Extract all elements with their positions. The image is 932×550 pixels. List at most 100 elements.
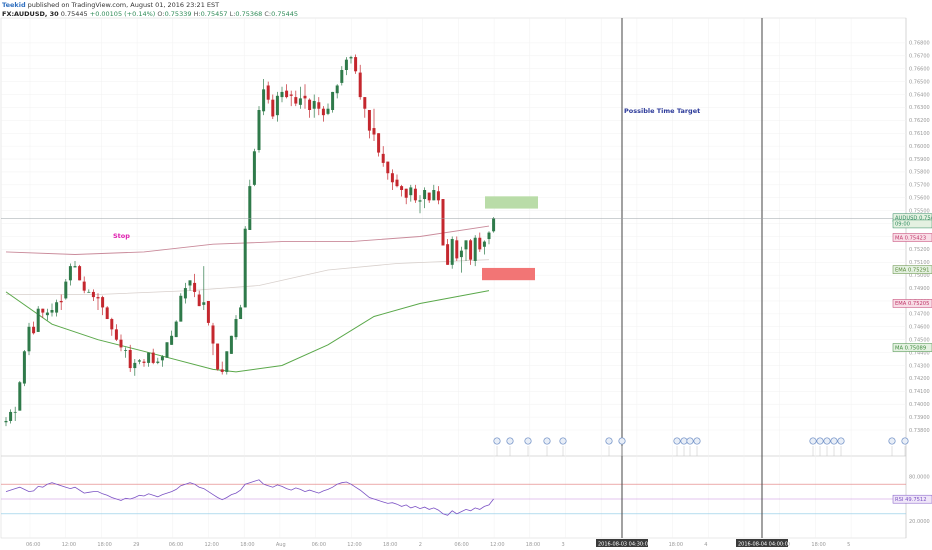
candle-body[interactable] [377, 133, 381, 153]
candle-body[interactable] [64, 281, 68, 299]
candle-body[interactable] [128, 350, 132, 369]
candle-body[interactable] [473, 237, 477, 261]
candle-body[interactable] [101, 297, 105, 308]
candle-body[interactable] [151, 352, 155, 363]
candle-body[interactable] [225, 351, 229, 372]
candle-body[interactable] [68, 266, 72, 281]
stop-annotation[interactable]: Stop [113, 232, 130, 240]
candle-body[interactable] [211, 325, 215, 344]
candle-body[interactable] [119, 339, 123, 348]
candle-body[interactable] [423, 190, 427, 200]
event-flag-icon[interactable] [901, 437, 909, 445]
event-flag-icon[interactable] [823, 437, 831, 445]
candle-body[interactable] [82, 281, 86, 291]
candle-body[interactable] [285, 90, 289, 98]
candle-body[interactable] [363, 97, 367, 109]
moving-averages[interactable] [5, 225, 490, 373]
event-flag-icon[interactable] [693, 437, 701, 445]
candle-body[interactable] [413, 188, 417, 201]
ma-slow-line[interactable] [5, 225, 490, 255]
event-flag-icon[interactable] [524, 437, 532, 445]
candle-body[interactable] [446, 244, 450, 265]
candle-body[interactable] [73, 266, 77, 268]
candle-body[interactable] [340, 70, 344, 83]
candle-body[interactable] [404, 188, 408, 198]
candle-body[interactable] [275, 95, 279, 116]
candle-body[interactable] [280, 91, 284, 98]
candle-body[interactable] [326, 108, 330, 114]
candle-body[interactable] [450, 239, 454, 265]
candle-body[interactable] [395, 179, 399, 187]
candle-body[interactable] [308, 99, 312, 110]
candle-body[interactable] [409, 187, 413, 196]
candle-body[interactable] [105, 307, 109, 320]
candle-body[interactable] [317, 102, 321, 109]
candle-body[interactable] [390, 173, 394, 183]
candle-body[interactable] [9, 411, 13, 421]
candle-body[interactable] [266, 85, 270, 100]
candle-body[interactable] [45, 312, 49, 316]
time-target-lines[interactable] [621, 18, 763, 538]
candle-body[interactable] [441, 199, 445, 246]
rsi-series[interactable] [5, 479, 494, 516]
event-flag-icon[interactable] [605, 437, 613, 445]
candle-body[interactable] [55, 302, 59, 313]
candle-body[interactable] [427, 192, 431, 201]
candle-body[interactable] [41, 308, 45, 313]
candle-body[interactable] [262, 89, 266, 112]
target-zone[interactable] [485, 196, 538, 209]
candle-body[interactable] [206, 300, 210, 323]
candle-body[interactable] [482, 241, 486, 247]
event-flag-icon[interactable] [618, 437, 626, 445]
candle-body[interactable] [432, 190, 436, 201]
candle-body[interactable] [78, 266, 82, 281]
candle-body[interactable] [179, 295, 183, 322]
candle-body[interactable] [252, 151, 256, 185]
candle-body[interactable] [216, 343, 220, 370]
candle-body[interactable] [303, 95, 307, 99]
event-flag-icon[interactable] [830, 437, 838, 445]
candle-body[interactable] [202, 302, 206, 305]
candle-body[interactable] [170, 335, 174, 345]
candle-body[interactable] [239, 307, 243, 320]
candle-body[interactable] [4, 420, 8, 423]
candle-body[interactable] [354, 57, 358, 72]
candle-body[interactable] [367, 110, 371, 131]
candle-body[interactable] [147, 352, 151, 363]
event-flag-icon[interactable] [506, 437, 514, 445]
candle-body[interactable] [91, 291, 95, 298]
candle-body[interactable] [344, 59, 348, 70]
candle-body[interactable] [59, 300, 63, 303]
event-flag-icon[interactable] [816, 437, 824, 445]
candle-body[interactable] [22, 351, 26, 384]
candle-body[interactable] [289, 94, 293, 96]
candle-body[interactable] [436, 191, 440, 201]
candle-body[interactable] [349, 57, 353, 59]
candle-body[interactable] [478, 237, 482, 250]
candle-body[interactable] [27, 326, 31, 352]
candle-body[interactable] [248, 186, 252, 230]
candle-body[interactable] [234, 319, 238, 338]
candle-body[interactable] [312, 100, 316, 109]
candle-body[interactable] [124, 350, 128, 351]
event-flag-icon[interactable] [680, 437, 688, 445]
candle-body[interactable] [386, 161, 390, 174]
candle-body[interactable] [114, 329, 118, 340]
candle-body[interactable] [32, 326, 36, 334]
event-flag-icon[interactable] [543, 437, 551, 445]
event-flag-icon[interactable] [686, 437, 694, 445]
candle-body[interactable] [142, 361, 146, 363]
candle-body[interactable] [469, 240, 473, 260]
candle-body[interactable] [381, 153, 385, 163]
candle-body[interactable] [271, 99, 275, 117]
event-flag-icon[interactable] [888, 437, 896, 445]
candle-body[interactable] [220, 369, 224, 372]
candle-body[interactable] [400, 186, 404, 190]
candle-body[interactable] [321, 108, 325, 116]
candle-body[interactable] [358, 72, 362, 98]
candle-body[interactable] [193, 282, 197, 292]
candle-body[interactable] [160, 356, 164, 361]
candle-body[interactable] [18, 382, 22, 411]
candle-body[interactable] [13, 411, 17, 413]
